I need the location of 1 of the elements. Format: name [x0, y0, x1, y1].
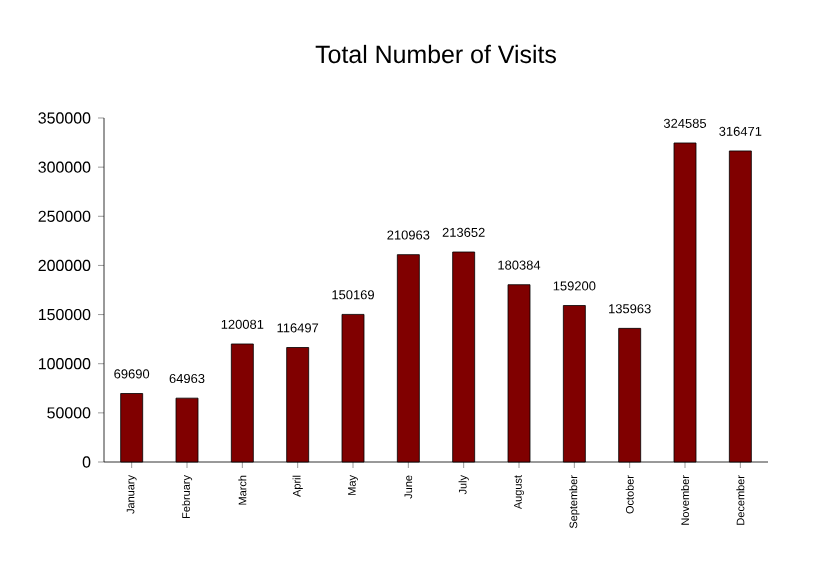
- chart-title: Total Number of Visits: [315, 44, 556, 64]
